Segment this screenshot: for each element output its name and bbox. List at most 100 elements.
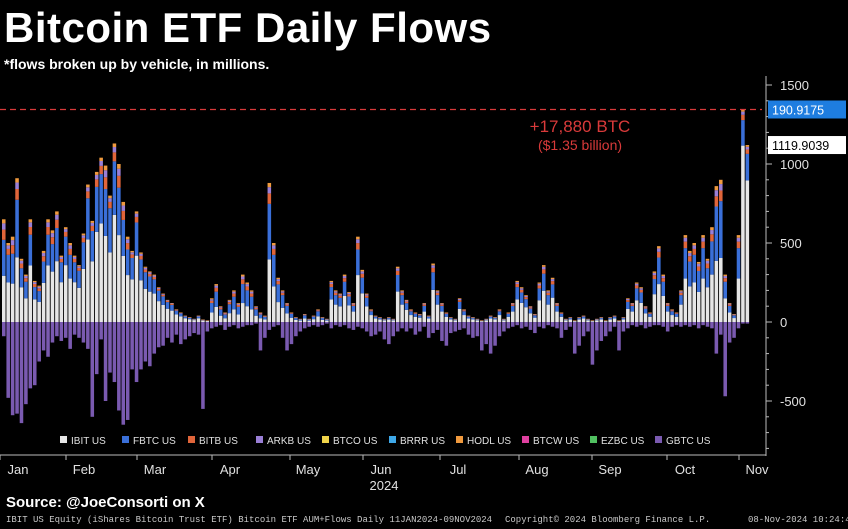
bar-segment-positive <box>77 265 81 267</box>
bar-segment-positive <box>276 284 280 303</box>
bar-segment-positive <box>223 312 227 314</box>
bar-segment-positive <box>612 316 617 317</box>
legend-label: BTCO US <box>333 436 378 447</box>
bar-segment-positive <box>161 294 165 295</box>
bar-segment-positive <box>546 290 550 292</box>
bar-segment-positive <box>139 280 143 322</box>
bar-segment-gbtc <box>311 322 316 326</box>
bar-segment-positive <box>316 309 320 311</box>
bar-segment-positive <box>674 312 679 314</box>
bar-segment-positive <box>125 236 130 240</box>
bar-segment-positive <box>294 317 298 318</box>
bar-segment-positive <box>736 248 741 279</box>
bar-segment-positive <box>418 317 422 322</box>
bar-segment-gbtc <box>705 322 710 327</box>
bar-segment-gbtc <box>502 322 506 332</box>
bar-segment-positive <box>404 299 409 301</box>
bar-segment-positive <box>710 241 714 275</box>
bar-segment-positive <box>528 307 533 309</box>
bar-segment-positive <box>391 319 396 321</box>
legend-swatch <box>655 436 662 443</box>
bar-segment-positive <box>621 319 626 322</box>
bar-segment-positive <box>652 272 657 276</box>
bar-segment-positive <box>590 320 595 321</box>
bar-segment-positive <box>701 241 705 249</box>
bar-segment-positive <box>68 243 72 246</box>
bar-segment-positive <box>688 253 692 257</box>
bar-segment-positive <box>736 235 741 238</box>
bar-segment-positive <box>227 302 232 305</box>
bar-segment-positive <box>395 291 400 322</box>
bar-segment-positive <box>156 288 161 291</box>
bar-segment-positive <box>555 311 559 322</box>
bar-segment-positive <box>19 260 24 264</box>
bar-segment-positive <box>302 318 307 322</box>
bar-segment-positive <box>528 306 533 307</box>
bar-segment-positive <box>236 303 241 304</box>
bar-segment-positive <box>10 245 15 254</box>
bar-segment-positive <box>148 271 152 273</box>
bar-segment-positive <box>121 255 126 322</box>
bar-segment-gbtc <box>289 322 294 345</box>
bar-segment-positive <box>218 306 223 307</box>
bar-segment-positive <box>577 319 581 322</box>
bar-segment-positive <box>741 120 745 146</box>
bar-segment-positive <box>227 313 232 322</box>
bar-segment-positive <box>382 318 387 320</box>
bar-segment-positive <box>201 319 205 321</box>
bar-segment-positive <box>533 315 537 318</box>
bar-segment-positive <box>373 315 378 317</box>
bar-segment-positive <box>373 316 378 317</box>
bar-segment-positive <box>81 268 86 322</box>
bar-segment-positive <box>395 268 400 271</box>
x-year-label: 2024 <box>370 478 399 490</box>
bar-segment-gbtc <box>183 322 188 340</box>
bar-segment-positive <box>258 312 263 314</box>
bar-segment-positive <box>103 170 108 178</box>
bar-segment-gbtc <box>77 322 81 338</box>
bar-segment-positive <box>475 319 480 321</box>
bar-segment-positive <box>457 301 462 309</box>
bar-segment-positive <box>152 279 157 294</box>
bar-segment-positive <box>99 165 103 175</box>
bar-segment-positive <box>356 243 360 250</box>
bar-segment-positive <box>418 314 422 315</box>
bar-segment-positive <box>148 272 152 274</box>
bar-segment-positive <box>289 313 294 314</box>
bar-segment-positive <box>2 239 6 276</box>
bar-segment-positive <box>510 303 515 304</box>
bar-segment-positive <box>152 293 157 322</box>
bar-segment-positive <box>444 312 449 314</box>
bar-segment-gbtc <box>652 322 657 326</box>
bar-segment-positive <box>143 272 148 289</box>
bar-segment-gbtc <box>214 322 218 327</box>
bar-segment-positive <box>440 303 444 305</box>
bar-segment-positive <box>170 304 174 311</box>
bar-segment-positive <box>519 292 524 303</box>
bar-segment-positive <box>745 153 750 181</box>
bar-segment-positive <box>112 143 117 148</box>
bar-segment-positive <box>90 225 95 231</box>
bar-segment-positive <box>280 307 285 322</box>
bar-segment-positive <box>519 288 524 290</box>
bar-segment-positive <box>679 304 683 322</box>
legend-swatch <box>590 436 597 443</box>
bar-segment-positive <box>572 320 577 321</box>
bar-segment-positive <box>356 275 360 322</box>
bar-segment-positive <box>634 285 639 289</box>
bar-segment-positive <box>94 179 99 187</box>
bar-segment-positive <box>360 271 365 274</box>
bar-segment-positive <box>338 295 342 298</box>
bar-segment-positive <box>81 233 86 236</box>
bar-segment-positive <box>320 317 325 318</box>
bar-segment-positive <box>37 285 41 287</box>
bar-segment-positive <box>395 266 400 269</box>
x-tick-label: Nov <box>745 462 769 477</box>
bar-segment-positive <box>347 305 351 322</box>
bar-segment-gbtc <box>276 322 280 326</box>
bar-segment-positive <box>356 239 360 244</box>
bar-segment-positive <box>19 287 24 322</box>
bar-segment-gbtc <box>484 322 488 345</box>
bar-segment-positive <box>24 298 28 322</box>
bar-segment-gbtc <box>387 322 391 345</box>
